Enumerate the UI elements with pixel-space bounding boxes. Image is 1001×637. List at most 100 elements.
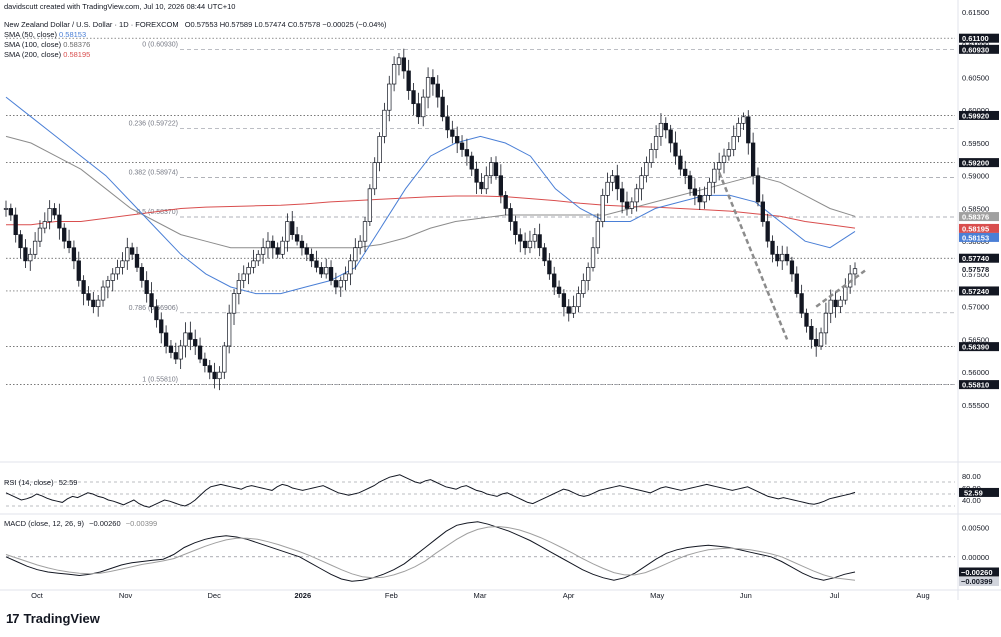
candle bbox=[498, 175, 503, 196]
candle bbox=[687, 175, 693, 190]
sma200-legend[interactable]: SMA (200, close) 0.58195 bbox=[4, 50, 90, 60]
candle bbox=[760, 201, 765, 222]
price-tick-label: 0.60000 bbox=[962, 106, 989, 115]
sma50-value: 0.58153 bbox=[59, 30, 87, 39]
price-badge bbox=[959, 264, 999, 274]
candle bbox=[348, 260, 353, 275]
candle bbox=[62, 227, 67, 242]
candle bbox=[595, 221, 601, 249]
candle bbox=[770, 240, 775, 255]
price-badge-label: 0.59920 bbox=[962, 111, 989, 120]
price-axis: 0.615000.610000.605000.600000.595000.590… bbox=[959, 8, 999, 410]
candle bbox=[285, 221, 290, 242]
candle bbox=[450, 129, 455, 137]
candle bbox=[547, 260, 552, 275]
candle bbox=[823, 312, 829, 334]
fib-level-label: 0.382 (0.58974) bbox=[129, 169, 178, 176]
candle bbox=[469, 155, 474, 170]
candle bbox=[387, 83, 392, 111]
fib-level-label: 0.236 (0.59722) bbox=[129, 120, 178, 127]
sma100-legend[interactable]: SMA (100, close) 0.58376 bbox=[4, 40, 90, 50]
candle bbox=[183, 332, 188, 347]
brand[interactable]: 17 TradingView bbox=[6, 611, 100, 626]
candle bbox=[736, 122, 741, 137]
price-badge bbox=[959, 286, 999, 296]
fib-level-label: 1 (0.55810) bbox=[142, 377, 178, 384]
candle bbox=[804, 312, 809, 327]
candle bbox=[96, 299, 101, 308]
candle bbox=[139, 267, 144, 281]
price-badge bbox=[959, 33, 999, 43]
sma200-value: 0.58195 bbox=[63, 50, 91, 59]
candle bbox=[586, 267, 591, 281]
price-tick-label: 0.59000 bbox=[962, 172, 989, 181]
time-tick-label: Jun bbox=[740, 591, 752, 600]
candle bbox=[707, 181, 712, 196]
candle bbox=[23, 247, 28, 262]
price-badge-label: 0.57578 bbox=[962, 265, 989, 274]
time-tick-label: Dec bbox=[208, 591, 222, 600]
candle bbox=[542, 247, 547, 262]
candle bbox=[765, 221, 770, 242]
candle bbox=[741, 116, 746, 124]
price-badge-label: 0.58195 bbox=[962, 224, 989, 233]
candle bbox=[644, 162, 649, 177]
candle bbox=[391, 64, 397, 85]
candle bbox=[120, 260, 125, 268]
sma100-value: 0.58376 bbox=[63, 40, 91, 49]
sma50-legend[interactable]: SMA (50, close) 0.58153 bbox=[4, 30, 86, 40]
rsi-title: RSI (14, close) bbox=[4, 478, 54, 487]
macd-value: −0.00260 bbox=[89, 519, 121, 528]
symbol-legend[interactable]: New Zealand Dollar / U.S. Dollar · 1D · … bbox=[4, 20, 387, 30]
candle bbox=[833, 299, 838, 308]
candle bbox=[809, 325, 814, 340]
candle bbox=[149, 293, 154, 308]
candle bbox=[207, 365, 212, 373]
time-tick-label: Jul bbox=[830, 591, 840, 600]
candle bbox=[799, 293, 804, 314]
candle bbox=[425, 77, 431, 98]
price-badge bbox=[959, 212, 999, 222]
candle bbox=[624, 201, 630, 209]
candle bbox=[57, 214, 62, 229]
candle bbox=[639, 175, 644, 190]
time-tick-label: Mar bbox=[474, 591, 487, 600]
price-badge bbox=[959, 253, 999, 263]
candle bbox=[721, 155, 727, 163]
rsi-legend[interactable]: RSI (14, close) 52.59 bbox=[4, 478, 77, 488]
candle bbox=[435, 83, 440, 98]
candle bbox=[775, 253, 780, 262]
candle bbox=[115, 267, 120, 275]
candle bbox=[755, 175, 761, 203]
candle bbox=[358, 240, 363, 249]
brand-name: TradingView bbox=[23, 611, 100, 626]
price-tick-label: 0.56500 bbox=[962, 335, 989, 344]
rsi-badge-label: 52.59 bbox=[964, 488, 983, 497]
candle bbox=[678, 155, 683, 170]
price-tick-label: 0.59500 bbox=[962, 139, 989, 148]
fib-level-label: 0.5 (0.58370) bbox=[136, 209, 178, 216]
price-tick-label: 0.58500 bbox=[962, 204, 989, 213]
rsi-tick-label: 80.00 bbox=[962, 472, 981, 481]
macd-legend[interactable]: MACD (close, 12, 26, 9) −0.00260 −0.0039… bbox=[4, 519, 157, 529]
price-badge-label: 0.59200 bbox=[962, 159, 989, 168]
candle bbox=[304, 247, 309, 255]
price-badge-label: 0.57740 bbox=[962, 254, 989, 263]
candle bbox=[52, 208, 57, 216]
price-badge bbox=[959, 158, 999, 168]
candle bbox=[8, 208, 14, 216]
rsi-badge bbox=[959, 487, 999, 497]
sma100-line bbox=[5, 135, 856, 249]
candle bbox=[382, 109, 387, 137]
candle bbox=[653, 136, 659, 150]
candle bbox=[193, 339, 198, 347]
candle bbox=[581, 280, 586, 294]
candle bbox=[217, 371, 222, 380]
candle bbox=[430, 77, 436, 85]
candle bbox=[314, 260, 319, 268]
candle bbox=[13, 214, 18, 235]
rsi-line bbox=[5, 474, 856, 508]
sma200-line bbox=[6, 195, 856, 229]
candle bbox=[265, 240, 271, 249]
